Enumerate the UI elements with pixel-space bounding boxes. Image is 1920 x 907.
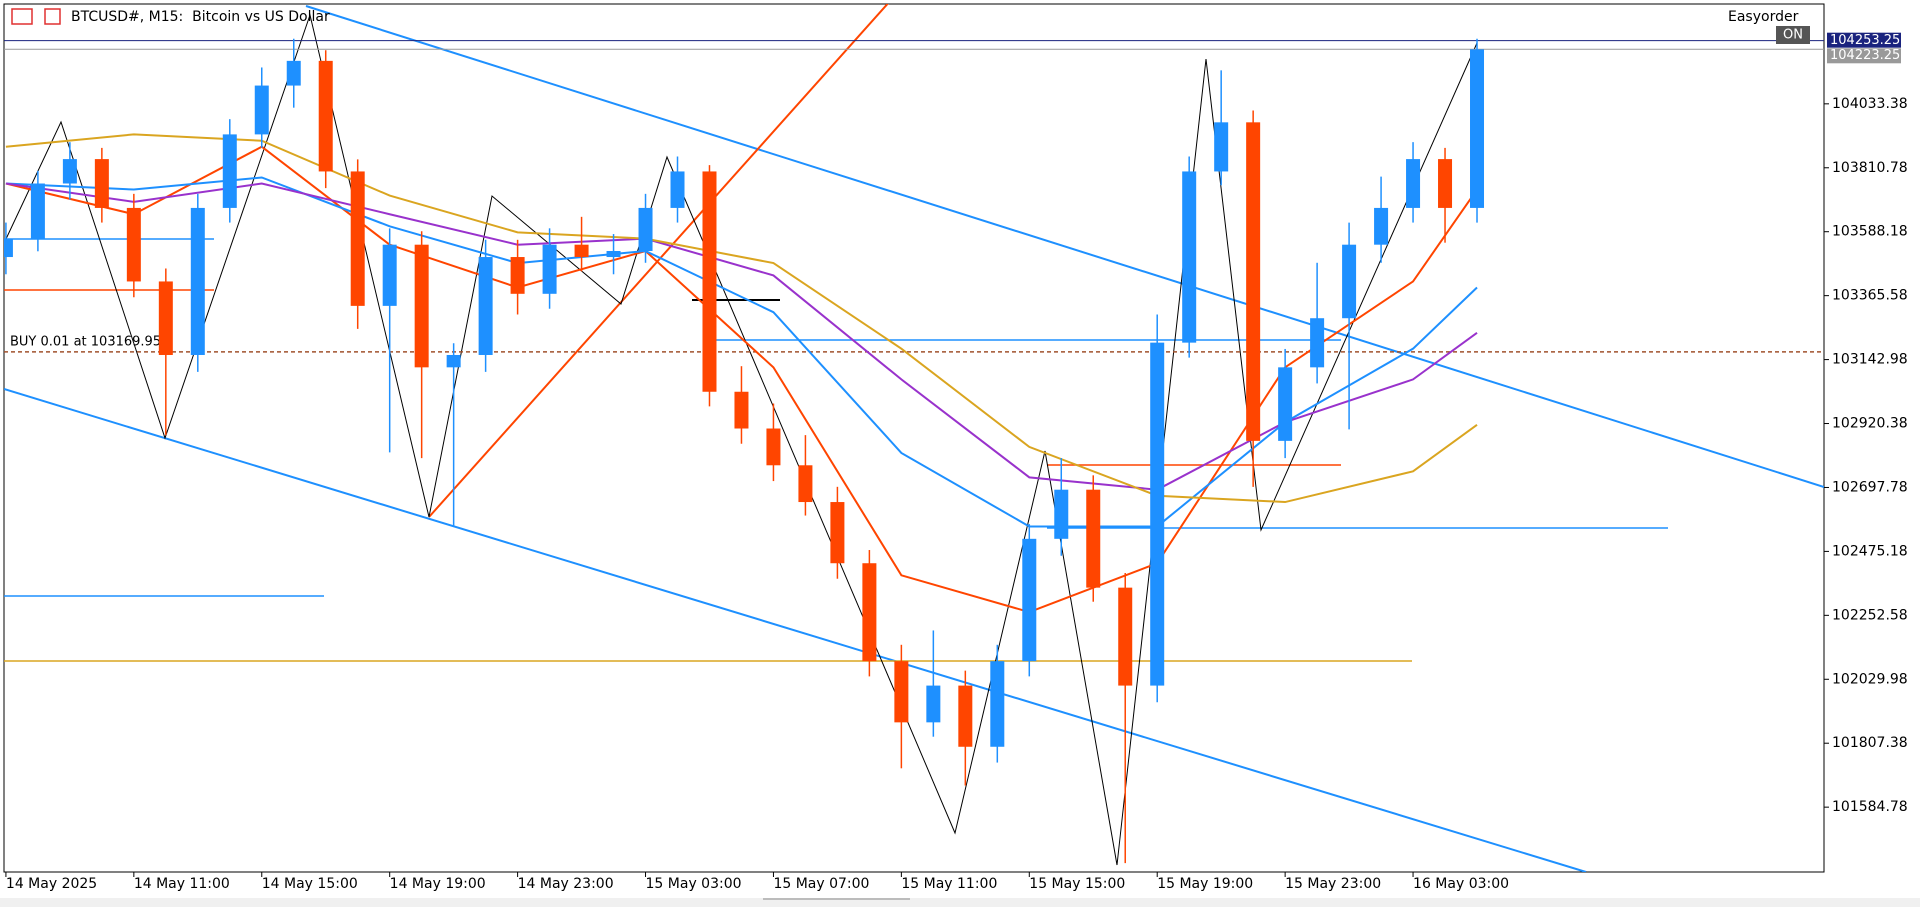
channel-upper (305, 5, 1824, 488)
candle-body (958, 685, 973, 747)
panel-label: Easyorder (1728, 9, 1799, 25)
candle-body (1246, 122, 1261, 441)
candle-body (1470, 49, 1485, 208)
toggle-label[interactable]: ON (1783, 28, 1803, 43)
candle-body (446, 354, 461, 368)
plot-frame (3, 3, 1825, 873)
y-tick-label: 103365.58 (1832, 288, 1908, 304)
x-tick-label: 15 May 19:00 (1157, 876, 1253, 892)
candle-body (670, 171, 685, 208)
candle-body (158, 281, 173, 355)
x-tick-label: 15 May 15:00 (1029, 876, 1125, 892)
candle-body (1342, 244, 1357, 319)
ask-tag-label: 104253.25 (1830, 33, 1900, 48)
channel-lower (4, 388, 1587, 872)
candle-body (1374, 207, 1389, 245)
candle-body (542, 244, 557, 294)
candle-body (222, 134, 237, 208)
x-tick-label: 15 May 03:00 (646, 876, 742, 892)
chart-title: BTCUSD#, M15: Bitcoin vs US Dollar (71, 9, 330, 25)
drawn-objects: BUY 0.01 at 103169.95 (4, 4, 1824, 872)
candle-body (126, 207, 141, 282)
candle-body (1150, 342, 1165, 686)
candle-body (1214, 122, 1229, 172)
toggle-button[interactable] (1776, 26, 1810, 44)
candle-body (4, 238, 13, 258)
x-tick-label: 15 May 23:00 (1285, 876, 1381, 892)
candle-body (1182, 171, 1197, 343)
candle-body (990, 661, 1005, 747)
order-label: BUY 0.01 at 103169.95 (10, 334, 161, 349)
candle-body (318, 60, 333, 172)
symbol-icon (11, 8, 33, 25)
candle-body (1406, 159, 1421, 208)
candle-body (926, 685, 941, 723)
candle-body (798, 465, 813, 503)
candle-body (286, 60, 301, 86)
candle-body (1310, 318, 1325, 368)
candle-body (62, 159, 77, 184)
ask-tag (1827, 32, 1901, 48)
y-tick-label: 101584.78 (1832, 799, 1908, 815)
y-tick-label: 103810.78 (1832, 160, 1908, 176)
candle-body (30, 183, 45, 239)
x-tick-label: 16 May 03:00 (1413, 876, 1509, 892)
bid-tag-label: 104223.25 (1830, 48, 1900, 63)
y-tick-label: 102920.38 (1832, 416, 1908, 432)
candle-body (1438, 159, 1453, 208)
y-tick-label: 101807.38 (1832, 735, 1908, 751)
y-tick-label: 104033.38 (1832, 96, 1908, 112)
x-tick-label: 14 May 19:00 (390, 876, 486, 892)
x-tick-label: 15 May 11:00 (901, 876, 997, 892)
tab-bar (0, 898, 1920, 907)
candle-body (1118, 587, 1133, 686)
candle-body (862, 563, 877, 662)
candle-body (1278, 367, 1293, 441)
candle-body (510, 257, 525, 294)
candle-body (606, 251, 621, 258)
y-tick-label: 102475.18 (1832, 543, 1908, 559)
x-tick-label: 14 May 2025 (6, 876, 97, 892)
candle-body (254, 85, 269, 135)
candle-body (894, 661, 909, 723)
y-tick-label: 102252.58 (1832, 607, 1908, 623)
candle-body (94, 159, 109, 208)
candle-body (414, 244, 429, 368)
candle-body (702, 171, 717, 392)
candle-body (478, 257, 493, 355)
y-tick-label: 103142.98 (1832, 352, 1908, 368)
y-tick-label: 102697.78 (1832, 479, 1908, 495)
x-tick-label: 14 May 15:00 (262, 876, 358, 892)
candle-body (638, 207, 653, 252)
symbol-icon (44, 8, 61, 25)
candle-body (350, 171, 365, 306)
candle-body (830, 502, 845, 564)
candle-body (734, 391, 749, 429)
candle-body (1022, 538, 1037, 662)
bid-tag (1827, 48, 1901, 64)
candle-body (382, 244, 397, 306)
candle-body (574, 244, 589, 258)
candle-body (190, 207, 205, 355)
y-tick-label: 103588.18 (1832, 224, 1908, 240)
x-tick-label: 14 May 23:00 (518, 876, 614, 892)
candle-body (766, 428, 781, 466)
candle-body (1086, 489, 1101, 588)
candle-body (1054, 489, 1069, 539)
x-tick-label: 15 May 07:00 (773, 876, 869, 892)
y-tick-label: 102029.98 (1832, 671, 1908, 687)
x-tick-label: 14 May 11:00 (134, 876, 230, 892)
